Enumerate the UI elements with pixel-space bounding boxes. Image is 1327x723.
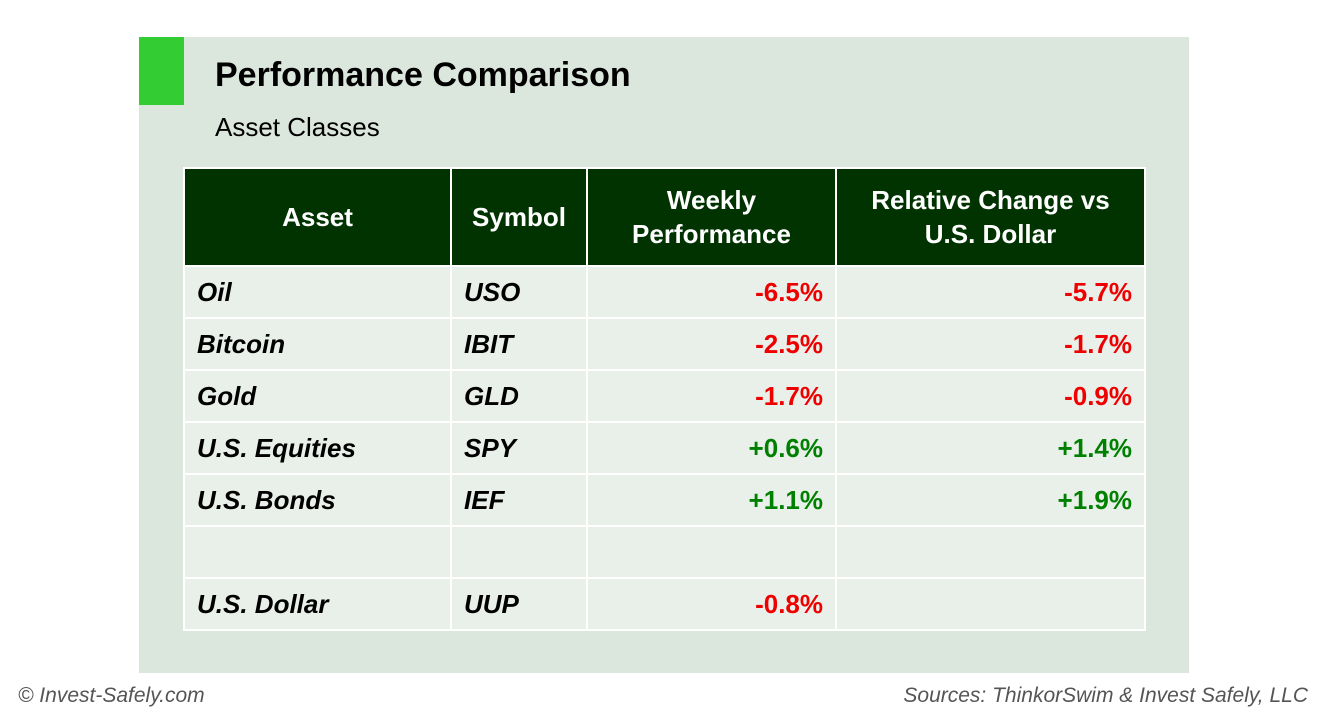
header-asset: Asset	[183, 167, 452, 267]
header-relative-line1: Relative Change vs	[871, 185, 1110, 215]
table-row: Gold GLD -1.7% -0.9%	[183, 369, 1146, 423]
empty-cell	[183, 525, 452, 579]
header-weekly-line1: Weekly	[666, 185, 757, 215]
sources-text: Sources: ThinkorSwim & Invest Safely, LL…	[903, 684, 1308, 707]
empty-cell	[835, 525, 1146, 579]
asset-cell: Gold	[183, 369, 452, 423]
weekly-cell: -6.5%	[586, 265, 837, 319]
asset-cell: U.S. Dollar	[183, 577, 452, 631]
chart-title: Performance Comparison	[215, 56, 631, 94]
header-weekly: Weekly Performance	[586, 167, 837, 267]
header-weekly-line2: Performance	[632, 219, 791, 249]
benchmark-row: U.S. Dollar UUP -0.8%	[183, 577, 1146, 631]
relative-cell: +1.9%	[835, 473, 1146, 527]
relative-cell: -0.9%	[835, 369, 1146, 423]
symbol-cell: IEF	[450, 473, 588, 527]
table-row: U.S. Equities SPY +0.6% +1.4%	[183, 421, 1146, 475]
weekly-cell: -1.7%	[586, 369, 837, 423]
performance-table: Asset Symbol Weekly Performance Relative…	[183, 167, 1146, 631]
weekly-cell: +0.6%	[586, 421, 837, 475]
asset-cell: Bitcoin	[183, 317, 452, 371]
relative-cell	[835, 577, 1146, 631]
table-row: Bitcoin IBIT -2.5% -1.7%	[183, 317, 1146, 371]
accent-bar	[139, 37, 184, 105]
empty-cell	[450, 525, 588, 579]
symbol-cell: IBIT	[450, 317, 588, 371]
asset-cell: Oil	[183, 265, 452, 319]
empty-cell	[586, 525, 837, 579]
relative-cell: -5.7%	[835, 265, 1146, 319]
header-relative: Relative Change vs U.S. Dollar	[835, 167, 1146, 267]
symbol-cell: GLD	[450, 369, 588, 423]
symbol-cell: SPY	[450, 421, 588, 475]
table-row: Oil USO -6.5% -5.7%	[183, 265, 1146, 319]
chart-subtitle: Asset Classes	[215, 112, 380, 142]
asset-cell: U.S. Equities	[183, 421, 452, 475]
copyright-text: © Invest-Safely.com	[18, 684, 205, 707]
symbol-cell: UUP	[450, 577, 588, 631]
table-row: U.S. Bonds IEF +1.1% +1.9%	[183, 473, 1146, 527]
weekly-cell: -2.5%	[586, 317, 837, 371]
header-symbol: Symbol	[450, 167, 588, 267]
relative-cell: +1.4%	[835, 421, 1146, 475]
symbol-cell: USO	[450, 265, 588, 319]
header-relative-line2: U.S. Dollar	[924, 219, 1057, 249]
relative-cell: -1.7%	[835, 317, 1146, 371]
spacer-row	[183, 525, 1146, 579]
weekly-cell: +1.1%	[586, 473, 837, 527]
table-header-row: Asset Symbol Weekly Performance Relative…	[183, 167, 1146, 267]
asset-cell: U.S. Bonds	[183, 473, 452, 527]
weekly-cell: -0.8%	[586, 577, 837, 631]
